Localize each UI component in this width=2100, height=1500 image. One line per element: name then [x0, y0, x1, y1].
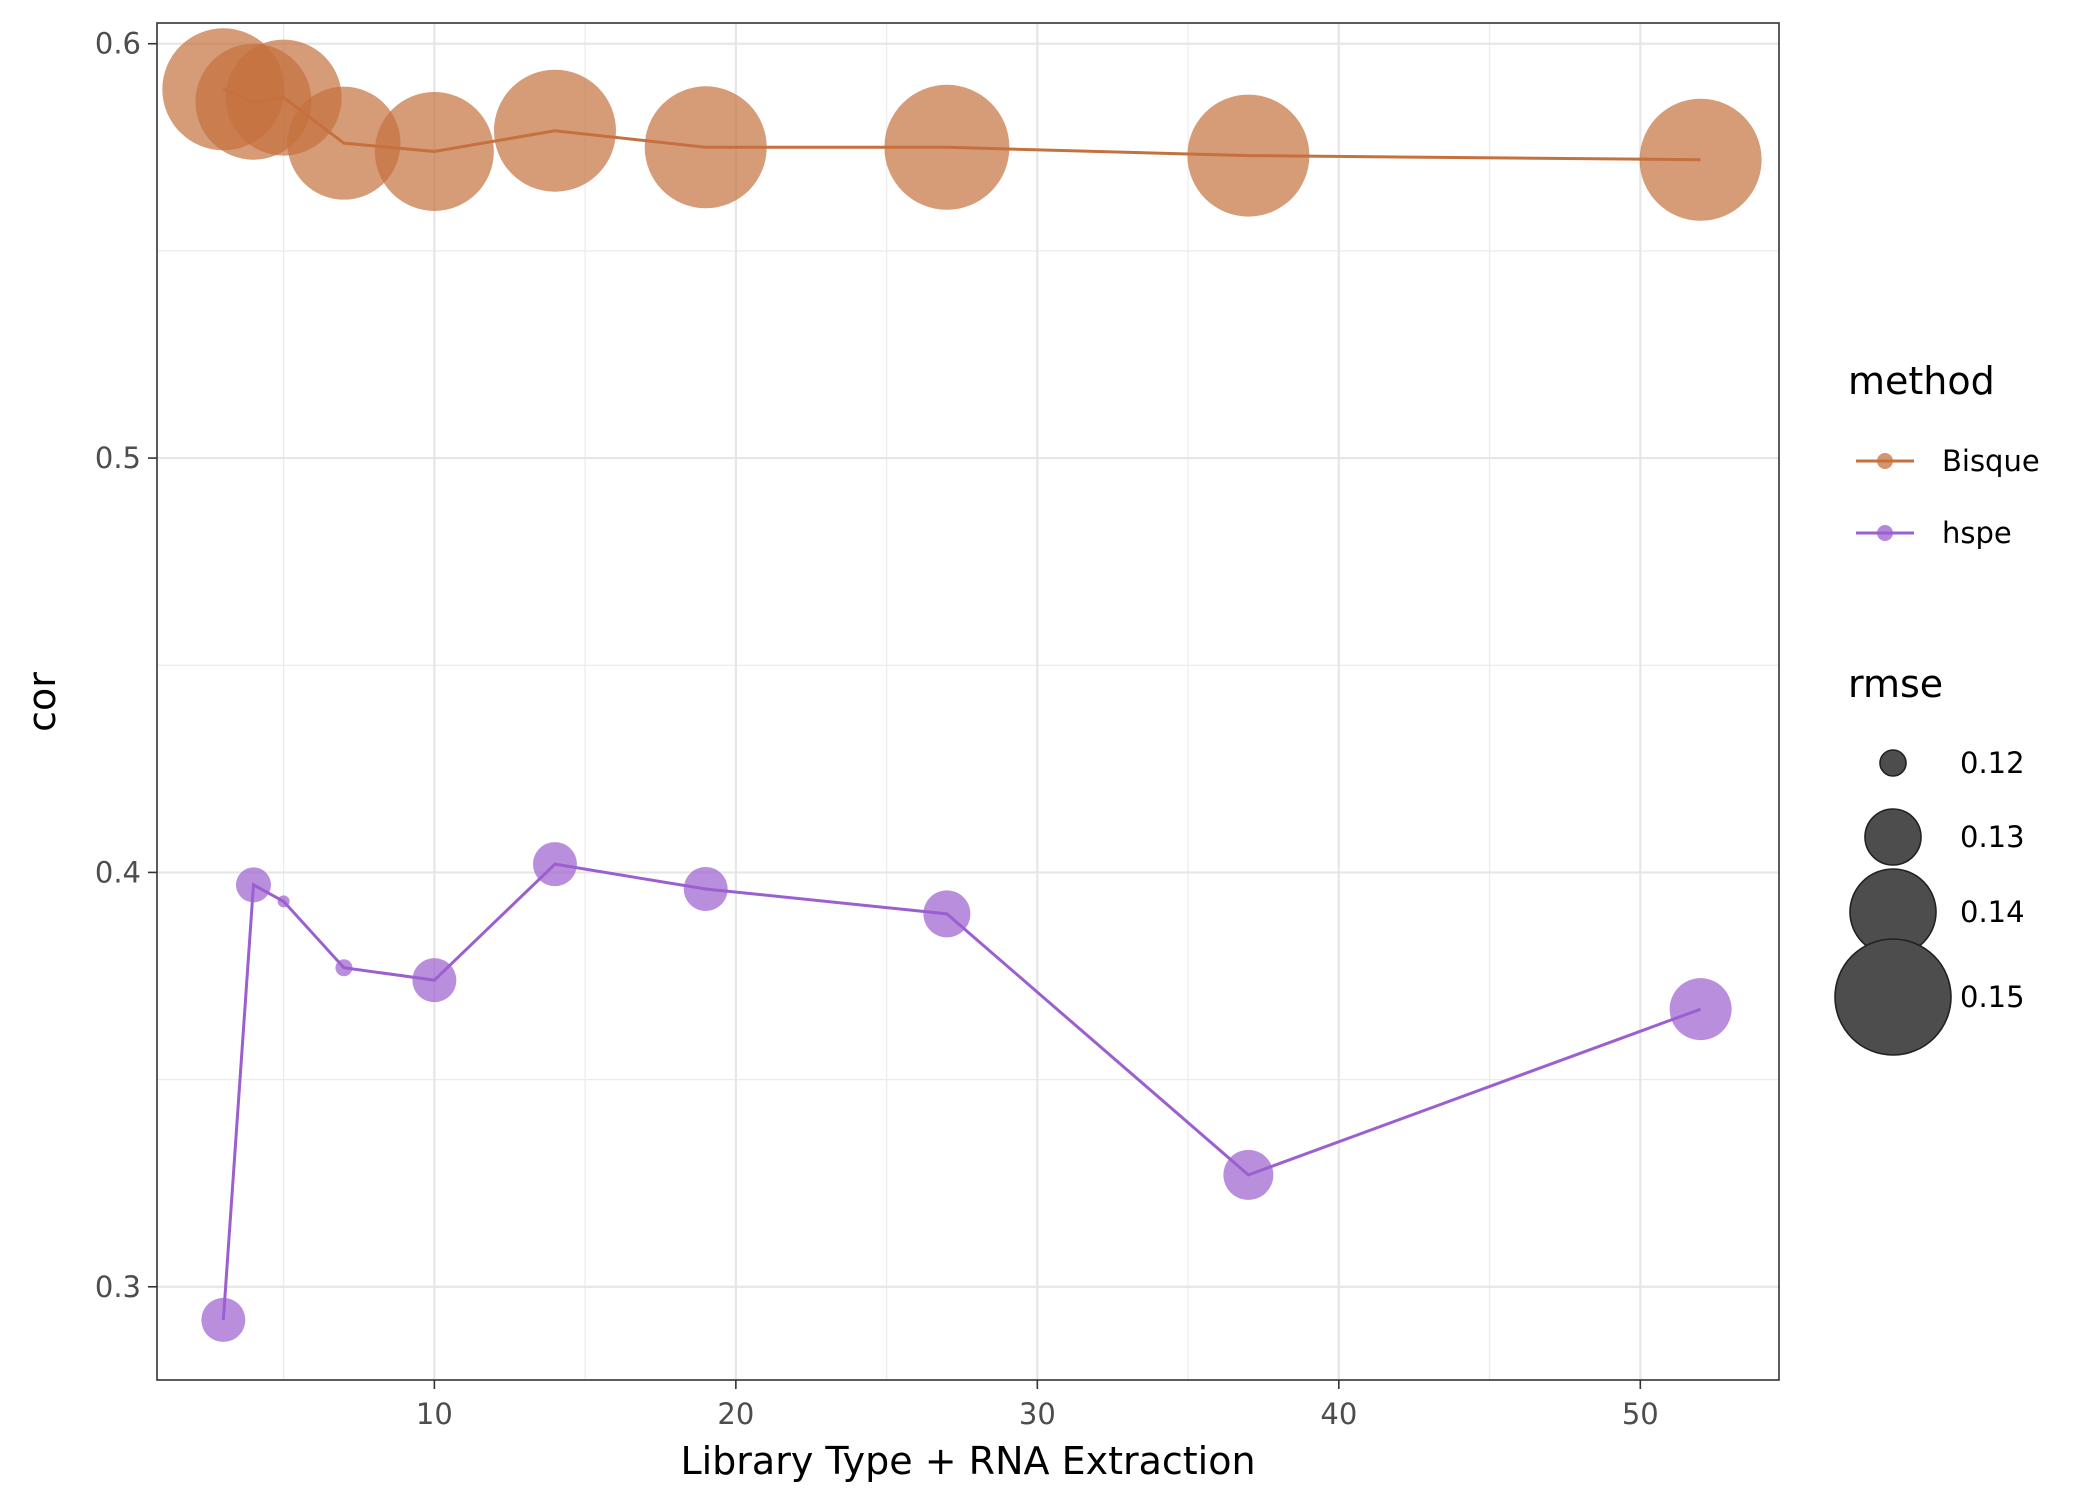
legend: method Bisque hspe rmse 0.12 0.13 0.14 0.15 — [1834, 359, 2040, 1056]
x-tick-label: 10 — [416, 1397, 453, 1431]
size-legend-label: 0.13 — [1960, 820, 2025, 854]
data-point-bisque — [644, 86, 767, 209]
y-tick-label: 0.4 — [95, 855, 141, 889]
data-point-hspe — [335, 959, 353, 977]
legend-method-title: method — [1848, 359, 1995, 403]
data-point-hspe — [923, 890, 971, 938]
x-axis-title: Library Type + RNA Extraction — [680, 1439, 1255, 1483]
legend-label-bisque: Bisque — [1942, 444, 2040, 478]
size-legend-key — [1879, 749, 1907, 777]
series-hspe — [201, 842, 1732, 1342]
data-point-bisque — [884, 84, 1010, 210]
size-legend-label: 0.12 — [1960, 746, 2025, 780]
plot-panel-border — [156, 22, 1780, 1381]
data-point-hspe — [1669, 978, 1732, 1041]
x-tick-label: 40 — [1320, 1397, 1357, 1431]
legend-key-hspe — [1856, 525, 1914, 541]
series-layer — [162, 28, 1762, 1342]
plot-panel-background — [157, 23, 1779, 1380]
legend-label-hspe: hspe — [1942, 516, 2012, 550]
data-point-bisque — [493, 69, 616, 192]
data-point-hspe — [277, 895, 290, 908]
size-legend: 0.12 0.13 0.14 0.15 — [1834, 746, 2025, 1056]
data-point-bisque — [1187, 94, 1310, 217]
data-point-hspe — [1223, 1149, 1274, 1200]
data-point-bisque — [287, 86, 401, 200]
x-axis: 10 20 30 40 50 — [416, 1380, 1659, 1431]
data-point-hspe — [235, 867, 271, 903]
x-tick-label: 20 — [717, 1397, 754, 1431]
legend-key-bisque — [1856, 453, 1914, 469]
data-point-bisque — [374, 91, 494, 211]
data-point-bisque — [1639, 98, 1762, 221]
size-legend-label: 0.15 — [1960, 980, 2025, 1014]
x-tick-label: 50 — [1622, 1397, 1659, 1431]
y-axis-title: cor — [20, 672, 64, 732]
y-axis: 0.3 0.4 0.5 0.6 — [95, 27, 157, 1304]
data-point-hspe — [412, 958, 457, 1003]
y-tick-label: 0.6 — [95, 27, 141, 61]
data-point-hspe — [683, 866, 728, 911]
series-bisque — [162, 28, 1762, 221]
y-tick-label: 0.3 — [95, 1270, 141, 1304]
size-legend-key — [1834, 938, 1952, 1056]
y-tick-label: 0.5 — [95, 441, 141, 475]
size-legend-key — [1864, 808, 1922, 866]
data-point-hspe — [201, 1297, 246, 1342]
grid — [157, 23, 1779, 1380]
x-tick-label: 30 — [1019, 1397, 1056, 1431]
data-point-hspe — [532, 842, 577, 887]
legend-rmse-title: rmse — [1848, 662, 1943, 706]
size-legend-label: 0.14 — [1960, 895, 2025, 929]
